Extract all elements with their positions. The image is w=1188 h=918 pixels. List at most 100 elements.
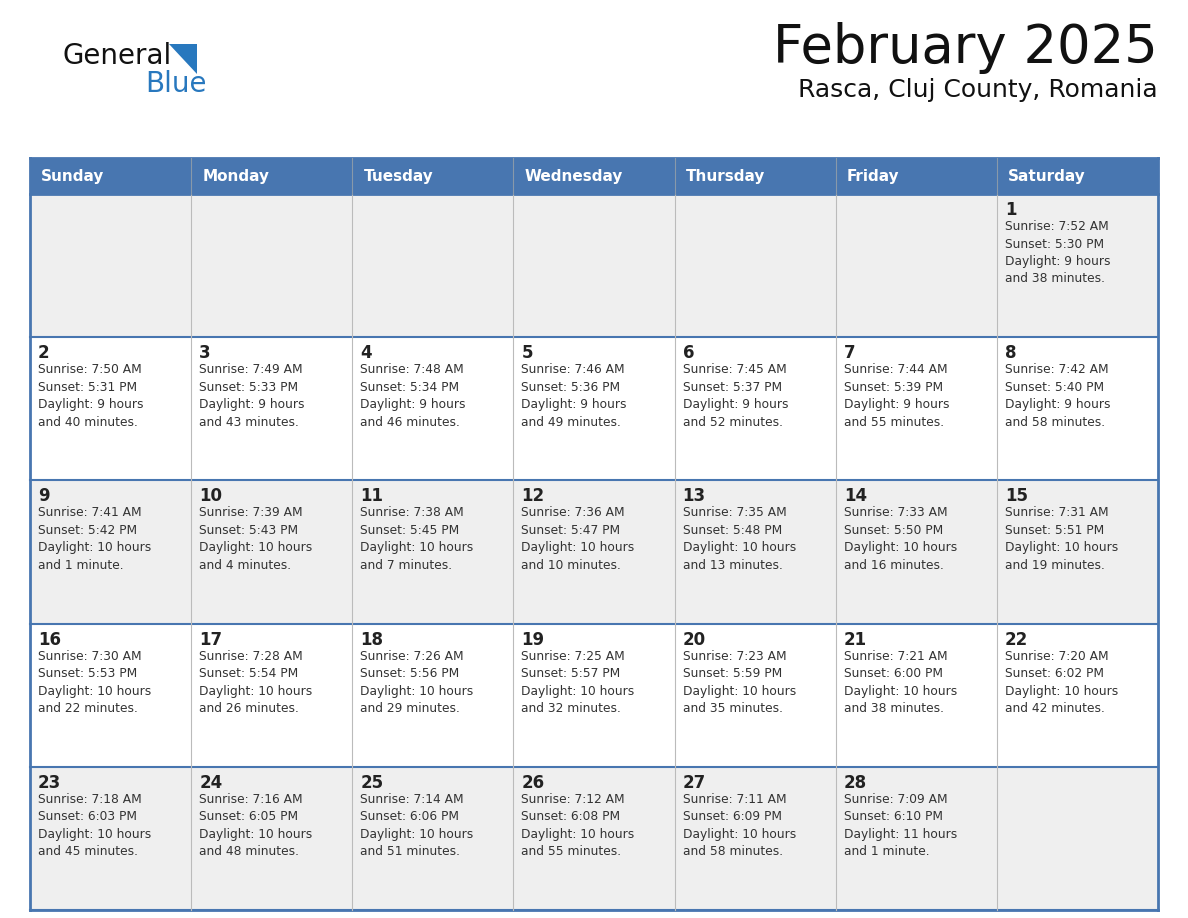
Bar <box>191 623 353 767</box>
Text: 10: 10 <box>200 487 222 506</box>
Text: Rasca, Cluj County, Romania: Rasca, Cluj County, Romania <box>798 78 1158 102</box>
Text: Sunrise: 7:16 AM
Sunset: 6:05 PM
Daylight: 10 hours
and 48 minutes.: Sunrise: 7:16 AM Sunset: 6:05 PM Dayligh… <box>200 793 312 858</box>
Text: Sunrise: 7:20 AM
Sunset: 6:02 PM
Daylight: 10 hours
and 42 minutes.: Sunrise: 7:20 AM Sunset: 6:02 PM Dayligh… <box>1005 650 1118 715</box>
Text: 4: 4 <box>360 344 372 363</box>
Text: Sunrise: 7:11 AM
Sunset: 6:09 PM
Daylight: 10 hours
and 58 minutes.: Sunrise: 7:11 AM Sunset: 6:09 PM Dayligh… <box>683 793 796 858</box>
Bar <box>30 767 191 910</box>
Bar <box>997 337 1158 480</box>
Text: General: General <box>62 42 171 70</box>
Bar <box>513 767 675 910</box>
Text: Sunrise: 7:48 AM
Sunset: 5:34 PM
Daylight: 9 hours
and 46 minutes.: Sunrise: 7:48 AM Sunset: 5:34 PM Dayligh… <box>360 364 466 429</box>
Bar <box>997 623 1158 767</box>
Bar <box>675 158 835 194</box>
Text: 24: 24 <box>200 774 222 792</box>
Bar <box>353 623 513 767</box>
Bar <box>191 767 353 910</box>
Bar <box>675 623 835 767</box>
Bar <box>353 337 513 480</box>
Bar <box>513 623 675 767</box>
Bar <box>675 480 835 623</box>
Text: Sunrise: 7:38 AM
Sunset: 5:45 PM
Daylight: 10 hours
and 7 minutes.: Sunrise: 7:38 AM Sunset: 5:45 PM Dayligh… <box>360 507 474 572</box>
Bar <box>30 480 191 623</box>
Bar <box>30 337 191 480</box>
Bar <box>835 623 997 767</box>
Text: 27: 27 <box>683 774 706 792</box>
Bar <box>835 480 997 623</box>
Bar <box>675 767 835 910</box>
Text: Sunday: Sunday <box>42 169 105 184</box>
Text: 6: 6 <box>683 344 694 363</box>
Text: Sunrise: 7:50 AM
Sunset: 5:31 PM
Daylight: 9 hours
and 40 minutes.: Sunrise: 7:50 AM Sunset: 5:31 PM Dayligh… <box>38 364 144 429</box>
Bar <box>191 194 353 337</box>
Text: Sunrise: 7:33 AM
Sunset: 5:50 PM
Daylight: 10 hours
and 16 minutes.: Sunrise: 7:33 AM Sunset: 5:50 PM Dayligh… <box>843 507 958 572</box>
Text: Sunrise: 7:39 AM
Sunset: 5:43 PM
Daylight: 10 hours
and 4 minutes.: Sunrise: 7:39 AM Sunset: 5:43 PM Dayligh… <box>200 507 312 572</box>
Text: 15: 15 <box>1005 487 1028 506</box>
Text: 2: 2 <box>38 344 50 363</box>
Text: Wednesday: Wednesday <box>525 169 623 184</box>
Text: Sunrise: 7:25 AM
Sunset: 5:57 PM
Daylight: 10 hours
and 32 minutes.: Sunrise: 7:25 AM Sunset: 5:57 PM Dayligh… <box>522 650 634 715</box>
Text: Friday: Friday <box>847 169 899 184</box>
Text: Thursday: Thursday <box>685 169 765 184</box>
Text: Sunrise: 7:41 AM
Sunset: 5:42 PM
Daylight: 10 hours
and 1 minute.: Sunrise: 7:41 AM Sunset: 5:42 PM Dayligh… <box>38 507 151 572</box>
Bar <box>30 194 191 337</box>
Bar <box>353 194 513 337</box>
Text: 9: 9 <box>38 487 50 506</box>
Bar <box>30 158 191 194</box>
Bar <box>835 767 997 910</box>
Text: 13: 13 <box>683 487 706 506</box>
Bar <box>513 158 675 194</box>
Text: 18: 18 <box>360 631 384 649</box>
Bar <box>191 158 353 194</box>
Bar <box>835 337 997 480</box>
Bar <box>997 767 1158 910</box>
Text: Saturday: Saturday <box>1009 169 1086 184</box>
Text: Sunrise: 7:52 AM
Sunset: 5:30 PM
Daylight: 9 hours
and 38 minutes.: Sunrise: 7:52 AM Sunset: 5:30 PM Dayligh… <box>1005 220 1111 285</box>
Text: 21: 21 <box>843 631 867 649</box>
Text: 8: 8 <box>1005 344 1017 363</box>
Text: Tuesday: Tuesday <box>364 169 434 184</box>
Bar <box>513 337 675 480</box>
Bar <box>997 194 1158 337</box>
Polygon shape <box>169 44 197 74</box>
Text: 12: 12 <box>522 487 544 506</box>
Text: Sunrise: 7:26 AM
Sunset: 5:56 PM
Daylight: 10 hours
and 29 minutes.: Sunrise: 7:26 AM Sunset: 5:56 PM Dayligh… <box>360 650 474 715</box>
Text: February 2025: February 2025 <box>773 22 1158 74</box>
Text: Sunrise: 7:36 AM
Sunset: 5:47 PM
Daylight: 10 hours
and 10 minutes.: Sunrise: 7:36 AM Sunset: 5:47 PM Dayligh… <box>522 507 634 572</box>
Text: 19: 19 <box>522 631 544 649</box>
Text: 23: 23 <box>38 774 62 792</box>
Text: 1: 1 <box>1005 201 1017 219</box>
Text: Sunrise: 7:23 AM
Sunset: 5:59 PM
Daylight: 10 hours
and 35 minutes.: Sunrise: 7:23 AM Sunset: 5:59 PM Dayligh… <box>683 650 796 715</box>
Bar <box>513 194 675 337</box>
Text: Sunrise: 7:35 AM
Sunset: 5:48 PM
Daylight: 10 hours
and 13 minutes.: Sunrise: 7:35 AM Sunset: 5:48 PM Dayligh… <box>683 507 796 572</box>
Text: Sunrise: 7:42 AM
Sunset: 5:40 PM
Daylight: 9 hours
and 58 minutes.: Sunrise: 7:42 AM Sunset: 5:40 PM Dayligh… <box>1005 364 1111 429</box>
Text: Sunrise: 7:49 AM
Sunset: 5:33 PM
Daylight: 9 hours
and 43 minutes.: Sunrise: 7:49 AM Sunset: 5:33 PM Dayligh… <box>200 364 304 429</box>
Bar <box>997 480 1158 623</box>
Bar <box>675 194 835 337</box>
Text: 20: 20 <box>683 631 706 649</box>
Text: 11: 11 <box>360 487 384 506</box>
Text: Sunrise: 7:28 AM
Sunset: 5:54 PM
Daylight: 10 hours
and 26 minutes.: Sunrise: 7:28 AM Sunset: 5:54 PM Dayligh… <box>200 650 312 715</box>
Text: 25: 25 <box>360 774 384 792</box>
Text: Sunrise: 7:46 AM
Sunset: 5:36 PM
Daylight: 9 hours
and 49 minutes.: Sunrise: 7:46 AM Sunset: 5:36 PM Dayligh… <box>522 364 627 429</box>
Bar <box>353 767 513 910</box>
Text: Blue: Blue <box>145 70 207 98</box>
Text: 14: 14 <box>843 487 867 506</box>
Text: Sunrise: 7:44 AM
Sunset: 5:39 PM
Daylight: 9 hours
and 55 minutes.: Sunrise: 7:44 AM Sunset: 5:39 PM Dayligh… <box>843 364 949 429</box>
Text: 22: 22 <box>1005 631 1028 649</box>
Text: Sunrise: 7:14 AM
Sunset: 6:06 PM
Daylight: 10 hours
and 51 minutes.: Sunrise: 7:14 AM Sunset: 6:06 PM Dayligh… <box>360 793 474 858</box>
Text: 3: 3 <box>200 344 210 363</box>
Text: 16: 16 <box>38 631 61 649</box>
Text: Sunrise: 7:31 AM
Sunset: 5:51 PM
Daylight: 10 hours
and 19 minutes.: Sunrise: 7:31 AM Sunset: 5:51 PM Dayligh… <box>1005 507 1118 572</box>
Bar <box>513 480 675 623</box>
Text: Sunrise: 7:45 AM
Sunset: 5:37 PM
Daylight: 9 hours
and 52 minutes.: Sunrise: 7:45 AM Sunset: 5:37 PM Dayligh… <box>683 364 788 429</box>
Bar <box>191 337 353 480</box>
Text: Sunrise: 7:09 AM
Sunset: 6:10 PM
Daylight: 11 hours
and 1 minute.: Sunrise: 7:09 AM Sunset: 6:10 PM Dayligh… <box>843 793 958 858</box>
Bar <box>30 623 191 767</box>
Text: Sunrise: 7:18 AM
Sunset: 6:03 PM
Daylight: 10 hours
and 45 minutes.: Sunrise: 7:18 AM Sunset: 6:03 PM Dayligh… <box>38 793 151 858</box>
Text: 26: 26 <box>522 774 544 792</box>
Text: Monday: Monday <box>202 169 270 184</box>
Bar <box>353 158 513 194</box>
Text: Sunrise: 7:30 AM
Sunset: 5:53 PM
Daylight: 10 hours
and 22 minutes.: Sunrise: 7:30 AM Sunset: 5:53 PM Dayligh… <box>38 650 151 715</box>
Bar <box>353 480 513 623</box>
Text: 5: 5 <box>522 344 533 363</box>
